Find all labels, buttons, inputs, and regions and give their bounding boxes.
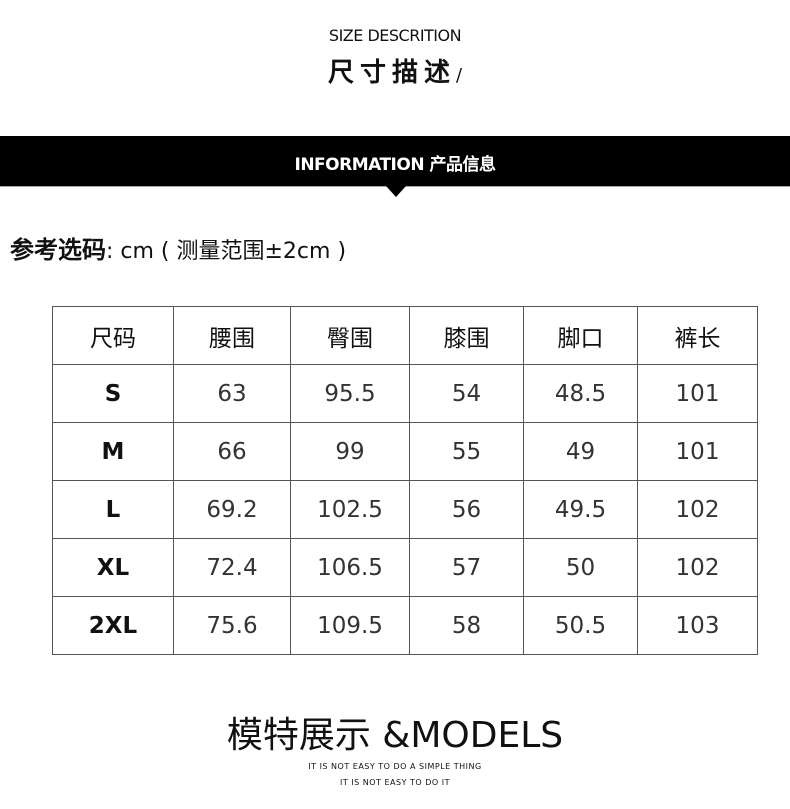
measurement-cell: 102	[637, 480, 758, 539]
measurement-cell: 101	[637, 422, 758, 481]
title-text: 尺寸描述	[327, 58, 456, 88]
measurement-cell: 57	[409, 538, 524, 597]
header-cell: 裤长	[637, 306, 758, 365]
size-cell: 2XL	[52, 596, 174, 655]
reference-unit: : cm ( 测量范围±2cm )	[106, 239, 347, 264]
measurement-cell: 99	[290, 422, 410, 481]
measurement-cell: 106.5	[290, 538, 410, 597]
size-cell: L	[52, 480, 174, 539]
header-cell: 脚口	[523, 306, 638, 365]
measurement-cell: 49	[523, 422, 638, 481]
measurement-cell: 109.5	[290, 596, 410, 655]
measurement-cell: 75.6	[173, 596, 291, 655]
reference-size-note: 参考选码: cm ( 测量范围±2cm )	[10, 230, 346, 265]
table-row: S 63 95.5 54 48.5 101	[52, 364, 758, 423]
size-cell: M	[52, 422, 174, 481]
measurement-cell: 95.5	[290, 364, 410, 423]
title-slash: /	[455, 65, 463, 86]
models-title: 模特展示 &MODELS	[226, 715, 564, 756]
table-row: XL 72.4 106.5 57 50 102	[52, 538, 758, 597]
size-cell: S	[52, 364, 174, 423]
size-description-title: 尺寸描述/	[0, 52, 790, 89]
table-row: M 66 99 55 49 101	[52, 422, 758, 481]
measurement-cell: 102	[637, 538, 758, 597]
reference-label: 参考选码	[10, 236, 106, 264]
measurement-cell: 103	[637, 596, 758, 655]
table-row: L 69.2 102.5 56 49.5 102	[52, 480, 758, 539]
header-cell: 臀围	[290, 306, 410, 365]
measurement-cell: 56	[409, 480, 524, 539]
measurement-cell: 55	[409, 422, 524, 481]
measurement-cell: 48.5	[523, 364, 638, 423]
header-cell: 腰围	[173, 306, 291, 365]
header-cell: 膝围	[409, 306, 524, 365]
measurement-cell: 101	[637, 364, 758, 423]
measurement-cell: 50	[523, 538, 638, 597]
size-table: 尺码 腰围 臀围 膝围 脚口 裤长 S 63 95.5 54 48.5 101 M 66 99 5…	[52, 306, 758, 655]
measurement-cell: 54	[409, 364, 524, 423]
header-cell: 尺码	[52, 306, 174, 365]
table-row: 2XL 75.6 109.5 58 50.5 103	[52, 596, 758, 655]
measurement-cell: 50.5	[523, 596, 638, 655]
size-cell: XL	[52, 538, 174, 597]
measurement-cell: 58	[409, 596, 524, 655]
tagline-1: IT IS NOT EASY TO DO A SIMPLE THING	[308, 762, 482, 771]
band-pointer-icon	[386, 186, 406, 197]
measurement-cell: 63	[173, 364, 291, 423]
measurement-cell: 49.5	[523, 480, 638, 539]
measurement-cell: 66	[173, 422, 291, 481]
measurement-cell: 72.4	[173, 538, 291, 597]
tagline-2: IT IS NOT EASY TO DO IT	[340, 778, 450, 787]
size-description-subtitle: SIZE DESCRITION	[328, 26, 462, 45]
information-band-text: INFORMATION 产品信息	[294, 155, 496, 175]
measurement-cell: 102.5	[290, 480, 410, 539]
table-header-row: 尺码 腰围 臀围 膝围 脚口 裤长	[52, 306, 758, 365]
measurement-cell: 69.2	[173, 480, 291, 539]
